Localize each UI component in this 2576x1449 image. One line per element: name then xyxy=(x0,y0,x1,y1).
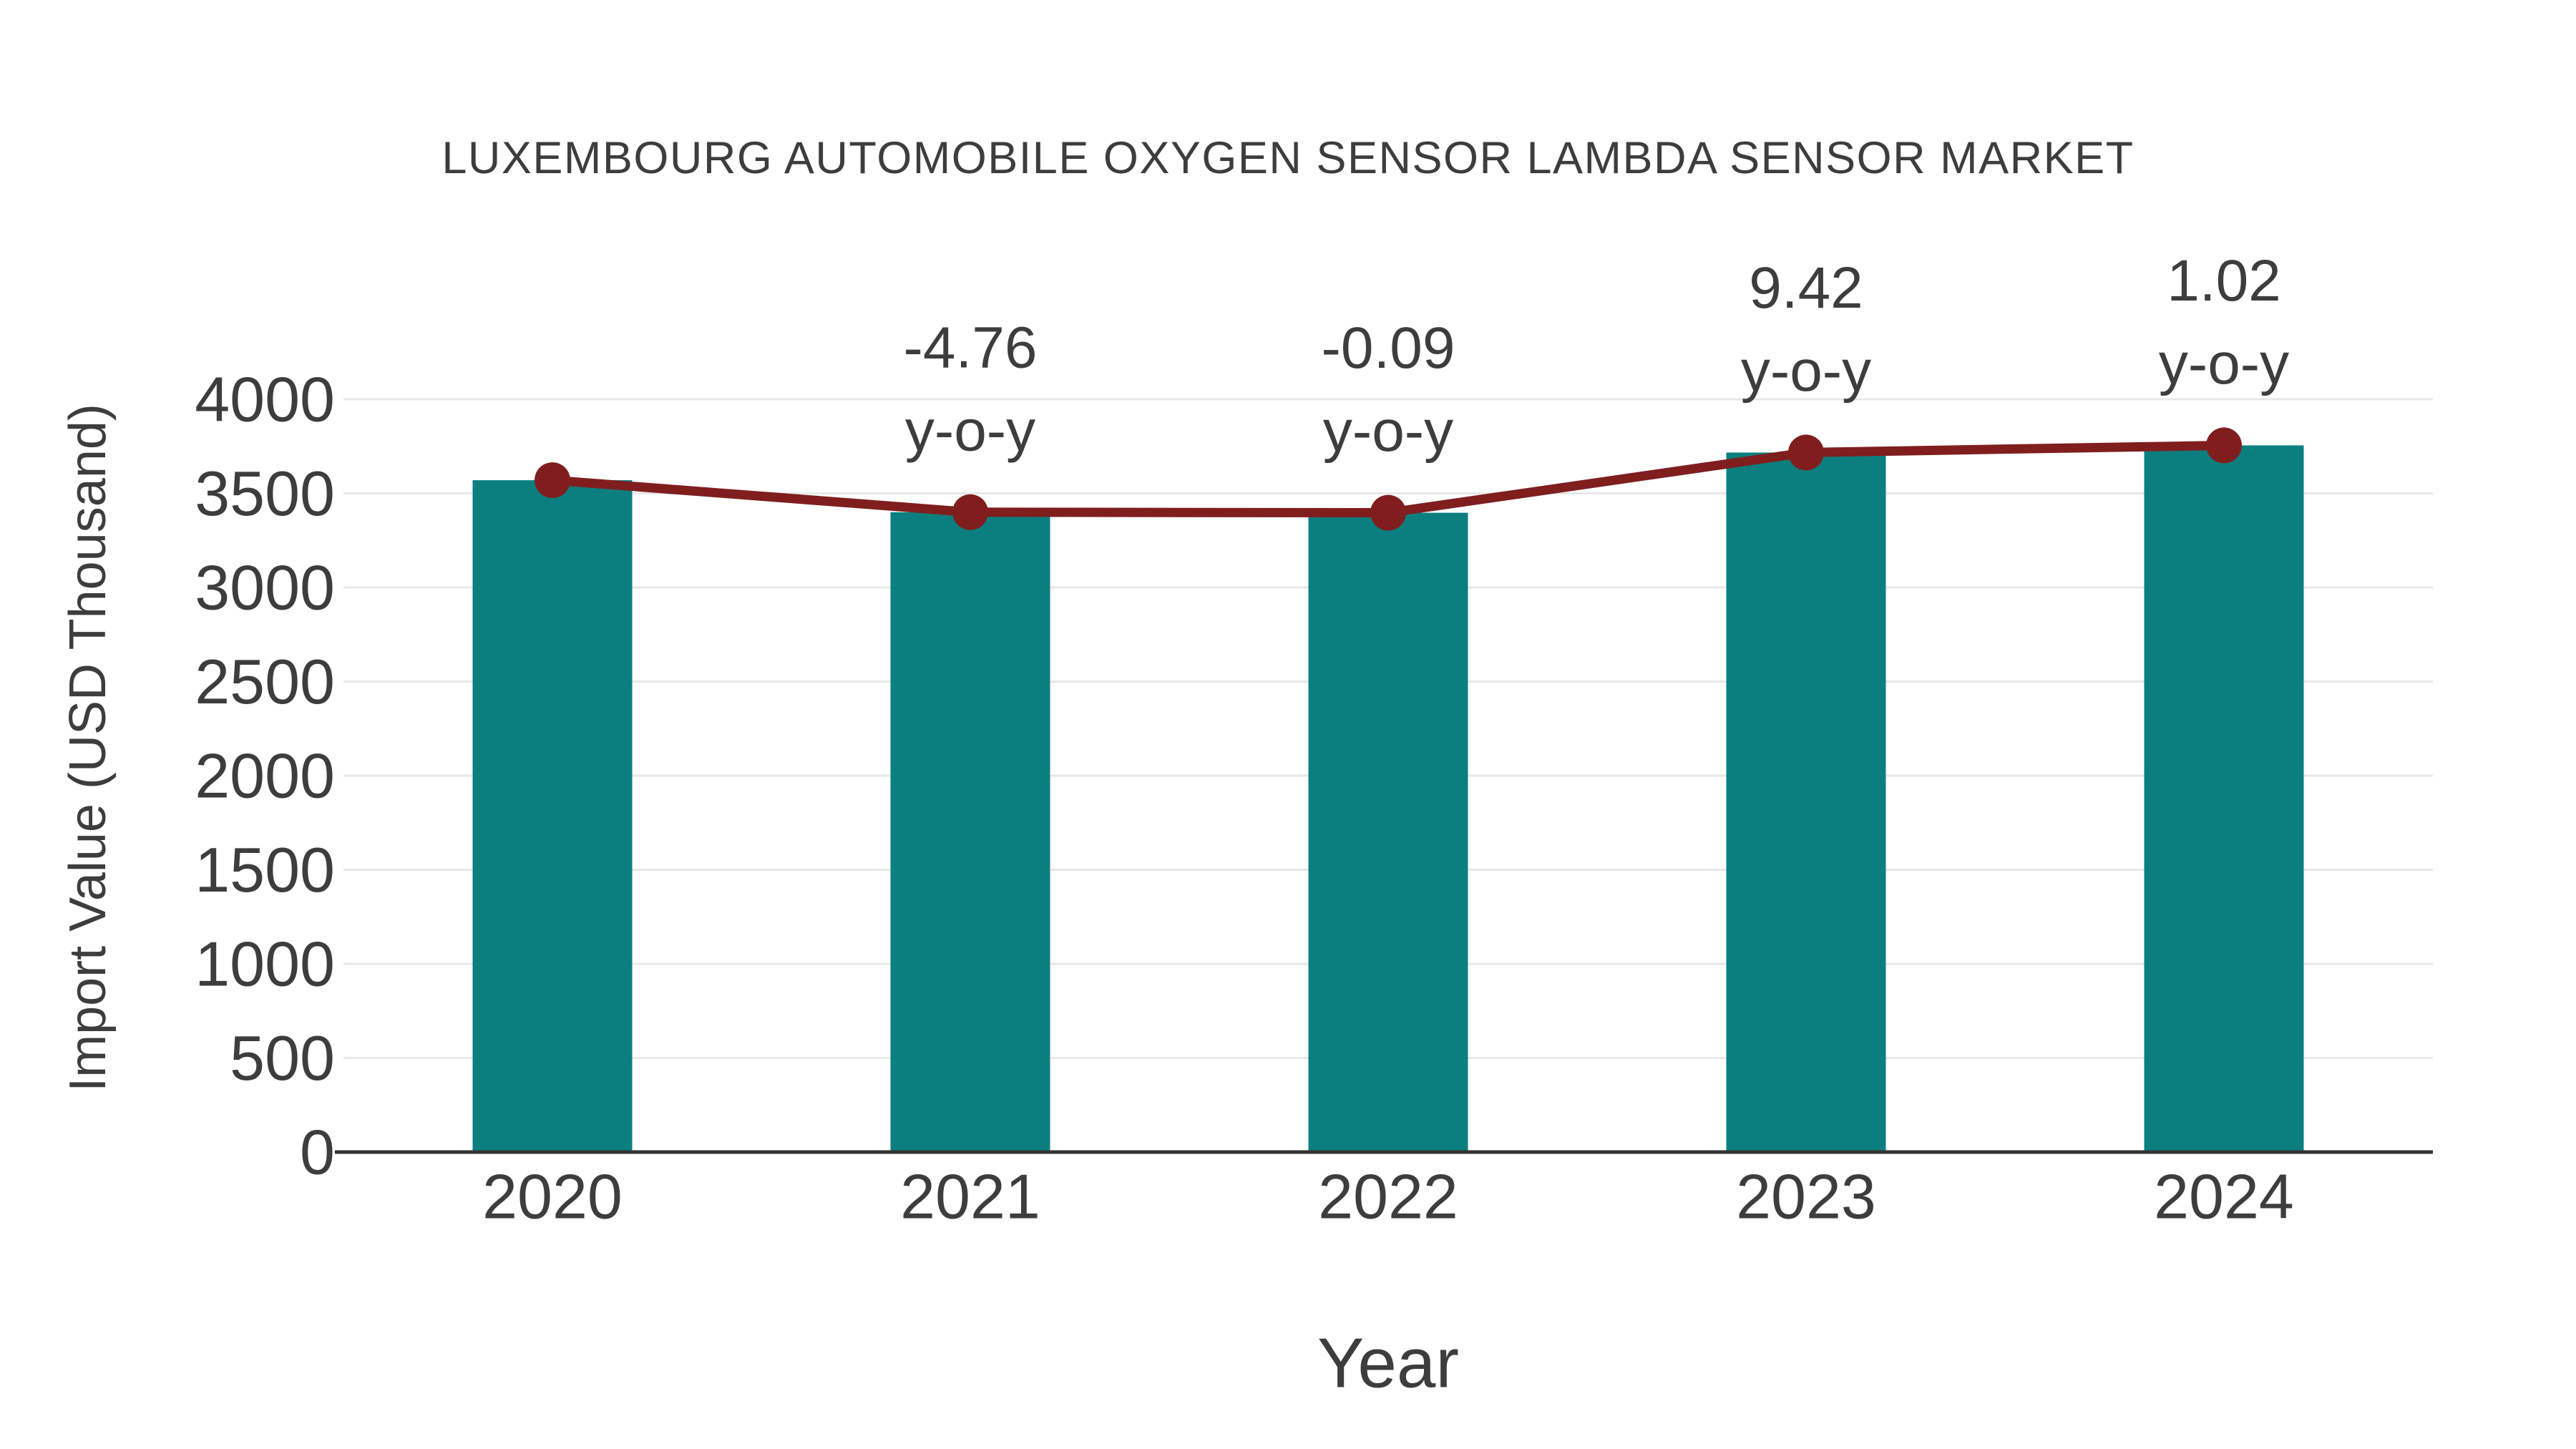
annotation-2024-unit: y-o-y xyxy=(2159,331,2289,396)
annotation-2023-value: 9.42 xyxy=(1749,255,1863,321)
bar-2024 xyxy=(2144,445,2304,1152)
annotation-2024-value: 1.02 xyxy=(2167,248,2281,313)
x-tick-label-2023: 2023 xyxy=(1736,1161,1876,1232)
bar-2023 xyxy=(1726,452,1886,1152)
y-tick-label-3000: 3000 xyxy=(195,552,335,623)
y-tick-label-3500: 3500 xyxy=(195,458,335,529)
y-tick-label-2500: 2500 xyxy=(195,646,335,717)
x-tick-label-2022: 2022 xyxy=(1318,1161,1458,1232)
y-tick-label-4000: 4000 xyxy=(195,364,335,435)
marker-2024 xyxy=(2206,427,2242,464)
annotation-2021-value: -4.76 xyxy=(904,315,1038,380)
annotation-2021-unit: y-o-y xyxy=(905,398,1035,463)
chart-title: LUXEMBOURG AUTOMOBILE OXYGEN SENSOR LAMB… xyxy=(441,133,2135,183)
annotation-2023-unit: y-o-y xyxy=(1741,338,1871,404)
bar-2022 xyxy=(1308,512,1468,1152)
y-axis-title: Import Value (USD Thousand) xyxy=(59,404,117,1092)
marker-2020 xyxy=(535,462,570,499)
annotation-2022-unit: y-o-y xyxy=(1323,399,1453,464)
y-tick-label-0: 0 xyxy=(300,1117,335,1188)
y-tick-label-500: 500 xyxy=(230,1023,335,1093)
x-tick-label-2020: 2020 xyxy=(482,1161,623,1232)
bar-2020 xyxy=(472,480,633,1152)
marker-2022 xyxy=(1370,494,1406,531)
x-axis-title: Year xyxy=(1317,1323,1460,1402)
y-tick-label-2000: 2000 xyxy=(195,741,335,811)
x-tick-label-2024: 2024 xyxy=(2154,1161,2294,1232)
y-tick-label-1500: 1500 xyxy=(195,834,335,905)
x-tick-label-2021: 2021 xyxy=(900,1161,1040,1232)
y-tick-label-1000: 1000 xyxy=(195,929,335,1000)
annotation-2022-value: -0.09 xyxy=(1322,316,1455,381)
marker-2021 xyxy=(952,494,988,530)
bar-2021 xyxy=(890,512,1050,1152)
marker-2023 xyxy=(1788,434,1824,471)
